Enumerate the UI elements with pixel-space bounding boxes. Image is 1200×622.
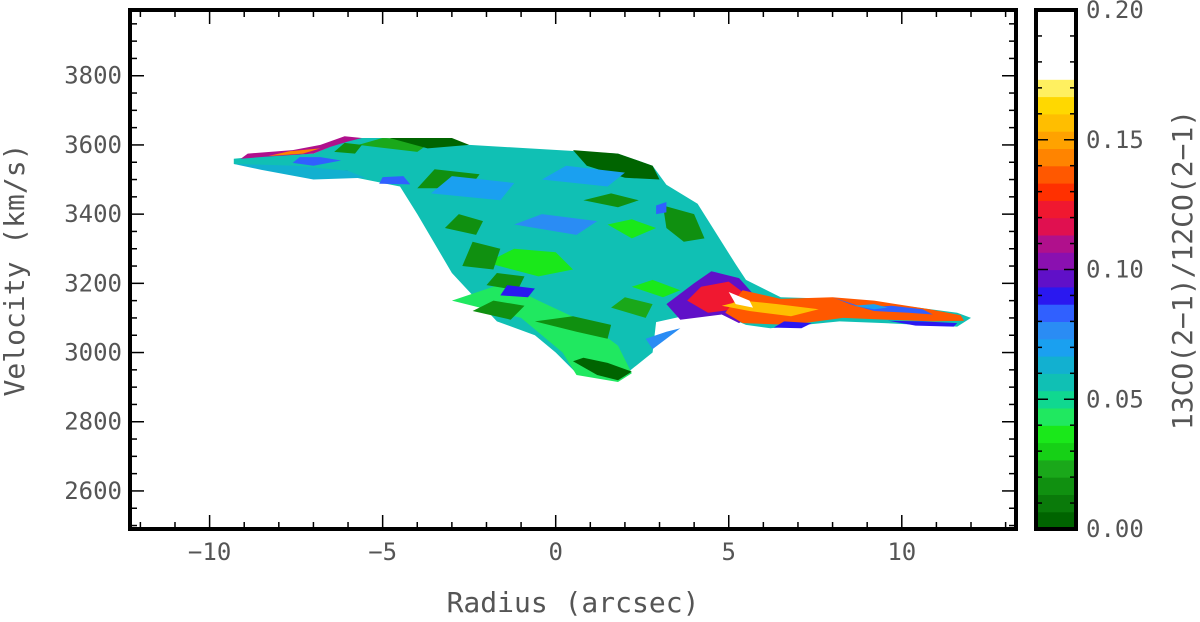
- colorbar-swatch: [1036, 321, 1076, 340]
- colorbar-swatch: [1036, 304, 1076, 322]
- heatmap-region-18: [486, 273, 525, 291]
- colorbar-swatch: [1036, 61, 1076, 80]
- colorbar-swatch: [1036, 44, 1076, 63]
- colorbar-swatch: [1036, 131, 1076, 149]
- x-tick-label: −10: [188, 538, 231, 566]
- y-tick-label: 3600: [64, 131, 122, 159]
- heatmap-region-31: [725, 290, 965, 325]
- colorbar-swatch: [1036, 477, 1076, 495]
- colorbar-swatch: [1036, 511, 1076, 530]
- heatmap-region-6: [444, 214, 483, 235]
- heatmap-region-16: [611, 297, 653, 318]
- heatmap-region-24: [240, 136, 362, 159]
- y-tick-label: 3400: [64, 200, 122, 228]
- colorbar-swatch: [1036, 234, 1076, 253]
- x-tick-label: 10: [887, 538, 916, 566]
- heatmap-region-12: [583, 193, 639, 208]
- x-tick-label: 5: [722, 538, 736, 566]
- heatmap-layer: [233, 136, 972, 382]
- colorbar: 0.00 0.05 0.10 0.15 0.20: [1036, 0, 1144, 543]
- y-tick-label: 2600: [64, 477, 122, 505]
- heatmap-region-4: [486, 248, 573, 277]
- colorbar-swatch: [1036, 252, 1076, 271]
- colorbar-swatch: [1036, 373, 1076, 392]
- colorbar-tick-label: 0.10: [1086, 256, 1144, 284]
- heatmap-region-38: [645, 328, 681, 350]
- heatmap-region-15: [631, 279, 681, 298]
- colorbar-title: 13CO(2−1)/12CO(2−1): [1166, 110, 1199, 430]
- heatmap-region-37: [773, 321, 812, 329]
- heatmap-region-21: [541, 165, 625, 187]
- colorbar-swatch: [1036, 96, 1076, 115]
- colorbar-swatch: [1036, 165, 1076, 184]
- heatmap-region-3: [534, 316, 612, 339]
- heatmap-region-2: [573, 357, 632, 381]
- heatmap-region-27: [379, 176, 411, 185]
- x-tick-label: −5: [368, 538, 397, 566]
- heatmap-region-39: [656, 202, 667, 215]
- colorbar-tick-label: 0.05: [1086, 385, 1144, 413]
- colorbar-swatch: [1036, 390, 1076, 409]
- colorbar-swatch: [1036, 79, 1076, 98]
- heatmap-region-33: [728, 292, 753, 308]
- colorbar-swatch: [1036, 10, 1076, 28]
- colorbar-swatch: [1036, 148, 1076, 167]
- colorbar-swatch: [1036, 494, 1076, 513]
- colorbar-swatch: [1036, 113, 1076, 132]
- heatmap-region-36: [887, 320, 958, 327]
- colorbar-swatch: [1036, 217, 1076, 236]
- x-tick-label: 0: [548, 538, 562, 566]
- colorbar-swatch: [1036, 459, 1076, 478]
- heatmap-region-9: [389, 138, 470, 149]
- heatmap-region-20: [514, 214, 598, 235]
- colorbar-swatch: [1036, 338, 1076, 357]
- heatmap-region-25: [268, 148, 321, 156]
- colorbar-swatch: [1036, 356, 1076, 374]
- heatmap-region-34: [832, 297, 933, 315]
- y-tick-label: 3800: [64, 62, 122, 90]
- heatmap-region-5: [462, 241, 501, 270]
- heatmap-region-19: [431, 176, 515, 201]
- colorbar-swatch: [1036, 425, 1076, 444]
- colorbar-swatch: [1036, 200, 1076, 219]
- heatmap-region-40: [233, 164, 366, 180]
- y-axis-title: Velocity (km/s): [0, 144, 31, 397]
- plot-frame: [128, 8, 1018, 531]
- colorbar-tick-label: 0.15: [1086, 126, 1144, 154]
- heatmap-region-17: [472, 300, 525, 320]
- colorbar-swatch: [1036, 269, 1076, 288]
- x-axis-title: Radius (arcsec): [447, 586, 700, 619]
- heatmap-region-14: [663, 205, 705, 242]
- colorbar-tick-label: 0.20: [1086, 0, 1144, 24]
- colorbar-swatch: [1036, 27, 1076, 46]
- heatmap-region-13: [607, 219, 657, 239]
- y-tick-label: 2800: [64, 408, 122, 436]
- colorbar-swatch: [1036, 407, 1076, 426]
- y-tick-label: 3200: [64, 269, 122, 297]
- heatmap-region-35: [853, 304, 888, 310]
- heatmap-region-23: [292, 157, 342, 166]
- colorbar-frame: [1034, 8, 1078, 531]
- colorbar-swatch: [1036, 183, 1076, 201]
- heatmap-region-10: [334, 142, 362, 154]
- heatmap-region-28: [500, 285, 535, 298]
- y-tick-label: 3000: [64, 339, 122, 367]
- colorbar-swatch: [1036, 442, 1076, 461]
- heatmap-region-11: [573, 150, 660, 180]
- axes-layer: −10 −5 0 5 10 2600 2800 3000 3200 3400 3600 3800: [64, 10, 1016, 566]
- colorbar-tick-label: 0.00: [1086, 515, 1144, 543]
- colorbar-swatch: [1036, 286, 1076, 305]
